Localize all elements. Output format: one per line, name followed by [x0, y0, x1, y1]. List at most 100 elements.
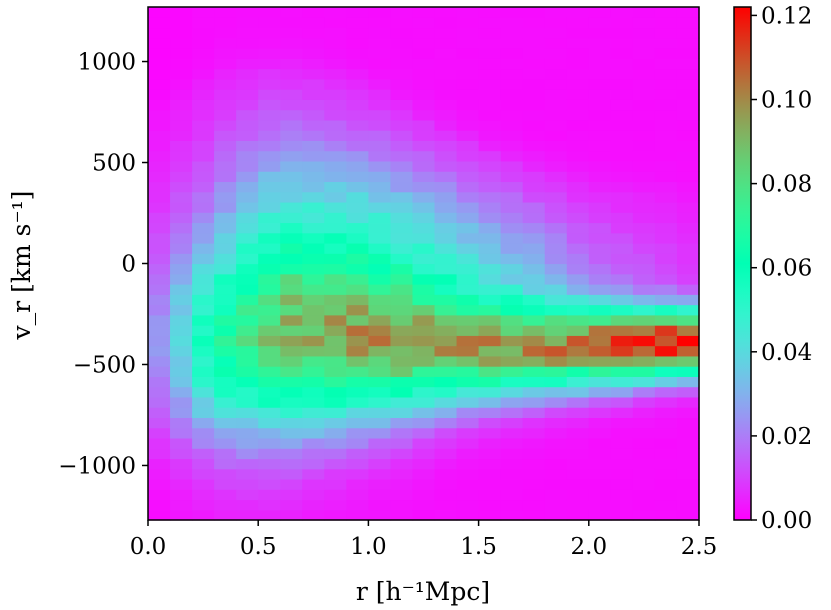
heatmap-cell — [280, 304, 303, 316]
x-axis-ticks: 0.0 0.5 1.0 1.5 2.0 2.5 — [130, 520, 717, 560]
heatmap-cell — [412, 284, 436, 295]
heatmap-cell — [478, 458, 502, 470]
heatmap-cell — [500, 232, 524, 244]
heatmap-cell — [390, 99, 414, 111]
heatmap-cell — [522, 407, 546, 418]
heatmap-cell — [434, 68, 458, 80]
heatmap-cell — [412, 448, 436, 460]
heatmap-cell — [258, 119, 281, 131]
heatmap-cell — [324, 396, 347, 408]
heatmap-cell — [324, 407, 347, 418]
heatmap-cell — [170, 68, 193, 80]
heatmap-cell — [456, 89, 480, 100]
heatmap-cell — [170, 17, 193, 29]
heatmap-cell — [324, 335, 347, 347]
heatmap-cell — [192, 17, 215, 29]
heatmap-cell — [346, 17, 369, 29]
heatmap-cell — [346, 232, 369, 244]
heatmap-cell — [368, 314, 392, 326]
heatmap-cell — [544, 242, 568, 254]
heatmap-cell — [324, 78, 347, 90]
heatmap-cell — [588, 468, 612, 480]
heatmap-cell — [566, 130, 590, 141]
heatmap-cell — [412, 222, 436, 234]
heatmap-cell — [390, 201, 414, 213]
heatmap-cell — [412, 417, 436, 429]
heatmap-cell — [544, 478, 568, 490]
heatmap-cell — [302, 48, 325, 59]
heatmap-cell — [192, 191, 215, 203]
heatmap-cell — [302, 314, 325, 326]
heatmap-cell — [346, 355, 369, 367]
heatmap-cell — [302, 304, 325, 316]
heatmap-cell — [610, 17, 634, 29]
heatmap-cell — [522, 468, 546, 480]
heatmap-cell — [500, 325, 524, 336]
heatmap-cell — [478, 68, 502, 80]
heatmap-cell — [192, 171, 215, 183]
heatmap-cell — [522, 345, 546, 357]
heatmap-cell — [566, 191, 590, 203]
heatmap-cell — [500, 253, 524, 265]
heatmap-cell — [676, 7, 700, 18]
heatmap-cell — [500, 37, 524, 49]
heatmap-cell — [346, 294, 369, 306]
heatmap-cell — [170, 386, 193, 398]
heatmap-cell — [588, 7, 612, 18]
heatmap-cell — [302, 140, 325, 152]
heatmap-cell — [236, 253, 259, 265]
heatmap-cell — [456, 17, 480, 29]
heatmap-cell — [214, 191, 237, 203]
heatmap-cell — [522, 99, 546, 111]
heatmap-cell — [456, 201, 480, 213]
heatmap-cell — [456, 509, 480, 521]
heatmap-cell — [214, 232, 237, 244]
heatmap-cell — [456, 263, 480, 275]
heatmap-cell — [214, 201, 237, 213]
heatmap-cell — [148, 468, 171, 480]
heatmap-cell — [148, 509, 171, 521]
heatmap-cell — [522, 386, 546, 398]
heatmap-cell — [456, 284, 480, 295]
heatmap-cell — [368, 427, 392, 439]
heatmap-cell — [632, 191, 656, 203]
heatmap-cell — [192, 78, 215, 90]
heatmap-cell — [368, 140, 392, 152]
heatmap-cell — [456, 78, 480, 90]
heatmap-cell — [302, 366, 325, 377]
heatmap-cell — [390, 284, 414, 295]
heatmap-cell — [214, 478, 237, 490]
heatmap-cell — [610, 478, 634, 490]
heatmap-cell — [654, 263, 678, 275]
heatmap-cell — [170, 201, 193, 213]
heatmap-cell — [522, 458, 546, 470]
heatmap-cell — [654, 509, 678, 521]
heatmap-cell — [588, 366, 612, 377]
heatmap-cell — [280, 407, 303, 418]
heatmap-cell — [500, 314, 524, 326]
heatmap-cell — [478, 89, 502, 100]
heatmap-cell — [170, 232, 193, 244]
heatmap-cell — [500, 284, 524, 295]
heatmap-cell — [236, 150, 259, 162]
heatmap-cell — [522, 150, 546, 162]
heatmap-cell — [478, 509, 502, 521]
heatmap-cell — [302, 201, 325, 213]
heatmap-cell — [192, 294, 215, 306]
heatmap-cell — [170, 335, 193, 347]
heatmap-cell — [346, 325, 369, 336]
heatmap-cell — [676, 345, 700, 357]
heatmap-cell — [566, 386, 590, 398]
heatmap-cell — [632, 171, 656, 183]
heatmap-cell — [632, 396, 656, 408]
heatmap-cell — [390, 448, 414, 460]
heatmap-cell — [544, 7, 568, 18]
heatmap-cell — [632, 150, 656, 162]
heatmap-cell — [676, 263, 700, 275]
colorbar-tick-label: 0.08 — [761, 172, 812, 198]
heatmap-cell — [456, 222, 480, 234]
heatmap-cell — [280, 7, 303, 18]
heatmap-cell — [478, 386, 502, 398]
heatmap-cell — [280, 345, 303, 357]
heatmap-cell — [170, 478, 193, 490]
